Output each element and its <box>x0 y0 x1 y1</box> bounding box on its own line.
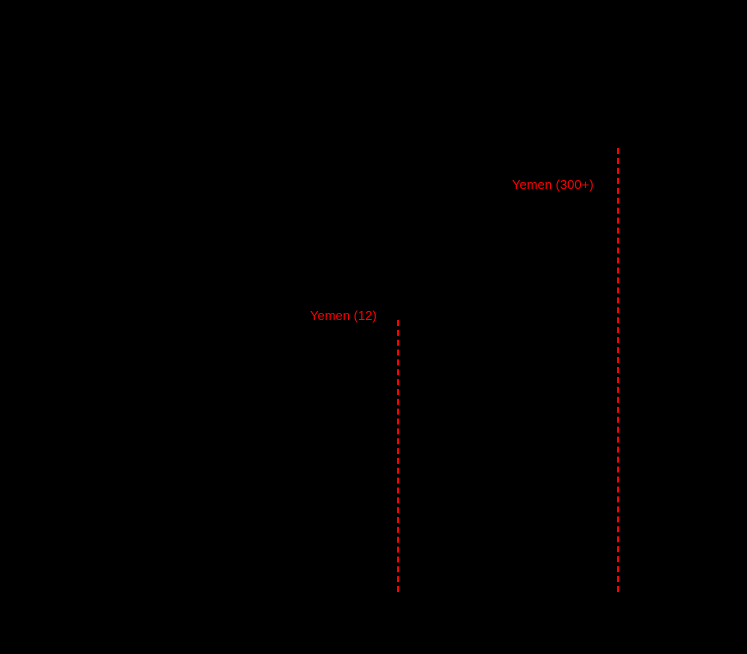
yemen-300-label: Yemen (300+) <box>512 177 594 192</box>
yemen-300-marker-line <box>617 148 619 592</box>
yemen-12-label: Yemen (12) <box>310 308 377 323</box>
yemen-12-marker-line <box>397 320 399 592</box>
